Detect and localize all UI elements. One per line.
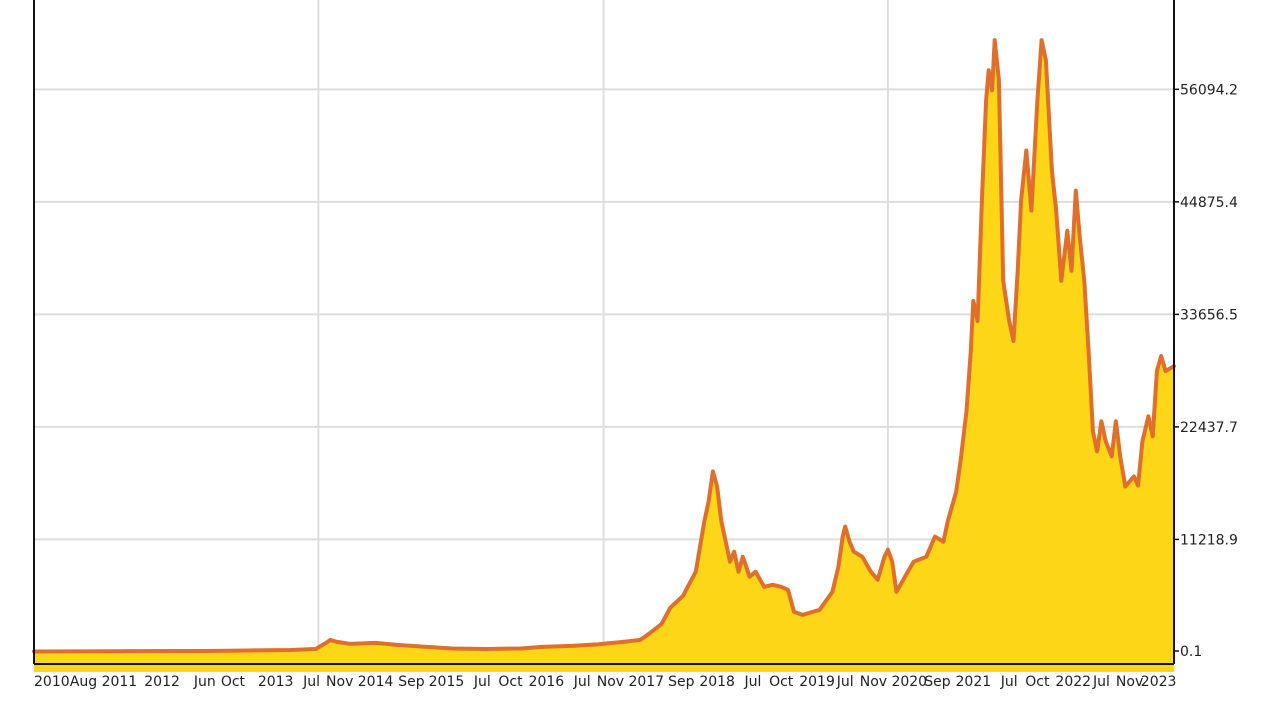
- x-tick-label: 2015: [429, 674, 465, 690]
- x-tick-label: 2014: [358, 674, 394, 690]
- x-tick-label: Oct: [498, 674, 523, 690]
- x-tick-label: Jul: [573, 674, 591, 690]
- x-tick-label: 2016: [529, 674, 565, 690]
- x-tick-label: 2012: [144, 674, 180, 690]
- x-tick-label: 2018: [699, 674, 735, 690]
- x-tick-label: Jul: [1092, 674, 1110, 690]
- x-tick-label: Sep: [924, 674, 951, 690]
- y-axis: 0.1 11218.9 22437.7 33656.5 44875.4 56094.2: [1174, 82, 1238, 660]
- x-tick-label: 2017: [628, 674, 664, 690]
- series-area: [34, 40, 1174, 673]
- x-tick-label: Jun: [193, 674, 216, 690]
- plot-frame: [33, 0, 1175, 665]
- y-tick-label: 56094.2: [1180, 82, 1238, 98]
- x-tick-label: Jul: [744, 674, 762, 690]
- x-tick-label: Oct: [221, 674, 246, 690]
- x-tick-label: 2020: [891, 674, 927, 690]
- x-tick-label: 2021: [956, 674, 992, 690]
- y-tick-label: 22437.7: [1180, 420, 1238, 436]
- x-tick-label: Jul: [1000, 674, 1018, 690]
- y-tick-label: 44875.4: [1180, 195, 1238, 211]
- x-tick-label: Oct: [769, 674, 794, 690]
- x-tick-label: 2023: [1141, 674, 1177, 690]
- x-tick-label: Nov: [326, 674, 353, 690]
- x-tick-label: Jul: [836, 674, 854, 690]
- x-tick-label: 2013: [258, 674, 294, 690]
- x-tick-label: 2010: [34, 674, 70, 690]
- x-tick-label: Nov: [860, 674, 887, 690]
- y-tick-label: 0.1: [1180, 644, 1202, 660]
- series-layer: [32, 38, 1176, 673]
- x-tick-label: Nov: [1116, 674, 1143, 690]
- series-line: [32, 38, 1176, 654]
- x-tick-label: Oct: [1025, 674, 1050, 690]
- x-tick-label: Jul: [473, 674, 491, 690]
- grid-lines: [34, 0, 1174, 664]
- y-tick-label: 33656.5: [1180, 307, 1238, 323]
- x-tick-label: Sep: [398, 674, 425, 690]
- x-tick-label: Sep: [668, 674, 695, 690]
- y-tick-label: 11218.9: [1180, 532, 1238, 548]
- x-tick-label: 2011: [102, 674, 138, 690]
- x-tick-label: Aug: [70, 674, 97, 690]
- x-tick-label: 2019: [799, 674, 835, 690]
- x-tick-label: Nov: [597, 674, 624, 690]
- x-tick-label: 2022: [1055, 674, 1091, 690]
- x-tick-label: Jul: [302, 674, 320, 690]
- x-axis: 2010 Aug 2011 2012 Jun Oct 2013 Jul Nov 2014 Sep 20…: [34, 674, 1176, 690]
